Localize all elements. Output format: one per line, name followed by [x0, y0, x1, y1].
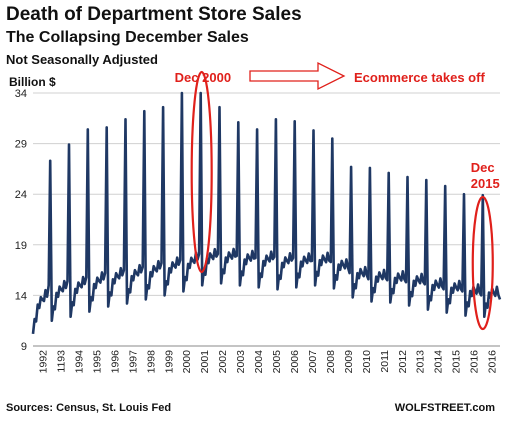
x-tick-label: 2010: [361, 350, 373, 374]
y-tick-label: 24: [15, 189, 27, 201]
x-tick-label: 1999: [163, 350, 175, 374]
y-tick-label: 34: [15, 88, 27, 100]
x-tick-label: 2016: [469, 350, 481, 374]
grid-layer: [33, 92, 500, 347]
source-note: Sources: Census, St. Louis Fed: [6, 402, 172, 414]
x-tick-label: 2006: [289, 350, 301, 374]
x-tick-label: 2004: [253, 350, 265, 374]
x-tick-label: 2002: [217, 350, 229, 374]
y-tick-label: 14: [15, 290, 27, 302]
annotation-dec-2015-line: 2015: [471, 176, 500, 191]
annotation-dec-2015-line: Dec: [471, 160, 495, 175]
x-tick-label: 2008: [325, 350, 337, 374]
x-tick-label: 2007: [307, 350, 319, 374]
x-tick-label: 2009: [343, 350, 355, 374]
x-tick-label: 1997: [127, 350, 139, 374]
x-tick-label: 2014: [433, 350, 445, 374]
series-line: [31, 91, 502, 335]
x-tick-label: 2005: [271, 350, 283, 374]
arrow-shape: [249, 61, 346, 91]
x-tick-label: 2013: [415, 350, 427, 374]
y-tick-label: 9: [21, 341, 27, 353]
x-tick-label: 1992: [38, 350, 50, 374]
chart-note: Not Seasonally Adjusted: [6, 52, 158, 67]
x-tick-label: 2003: [235, 350, 247, 374]
x-tick-label: 1994: [73, 350, 85, 374]
y-tick-label: 19: [15, 240, 27, 252]
x-tick-label: 2011: [379, 350, 391, 373]
x-tick-label: 2012: [397, 350, 409, 374]
x-tick-label: 1995: [91, 350, 103, 374]
brand-label: WOLFSTREET.com: [394, 402, 495, 414]
x-tick-label: 2015: [451, 350, 463, 374]
y-tick-label: 29: [15, 139, 27, 151]
x-tick-label: 2001: [199, 350, 211, 374]
x-tick-label: 2016: [487, 350, 499, 374]
y-axis-label: Billion $: [9, 75, 56, 89]
series-layer: [31, 91, 502, 335]
x-tick-label: 2000: [181, 350, 193, 374]
highlight-ellipse-2000: [190, 70, 213, 274]
x-tick-label: 1996: [109, 350, 121, 374]
x-tick-label: 1193: [56, 350, 68, 373]
annotation-ecommerce: Ecommerce takes off: [354, 70, 485, 85]
x-tick-label: 1998: [145, 350, 157, 374]
chart-title: Death of Department Store Sales: [6, 4, 302, 25]
chart-subtitle: The Collapsing December Sales: [6, 29, 249, 46]
annotation-dec-2000: Dec 2000: [175, 70, 231, 85]
highlight-ellipse-2015: [471, 195, 494, 331]
